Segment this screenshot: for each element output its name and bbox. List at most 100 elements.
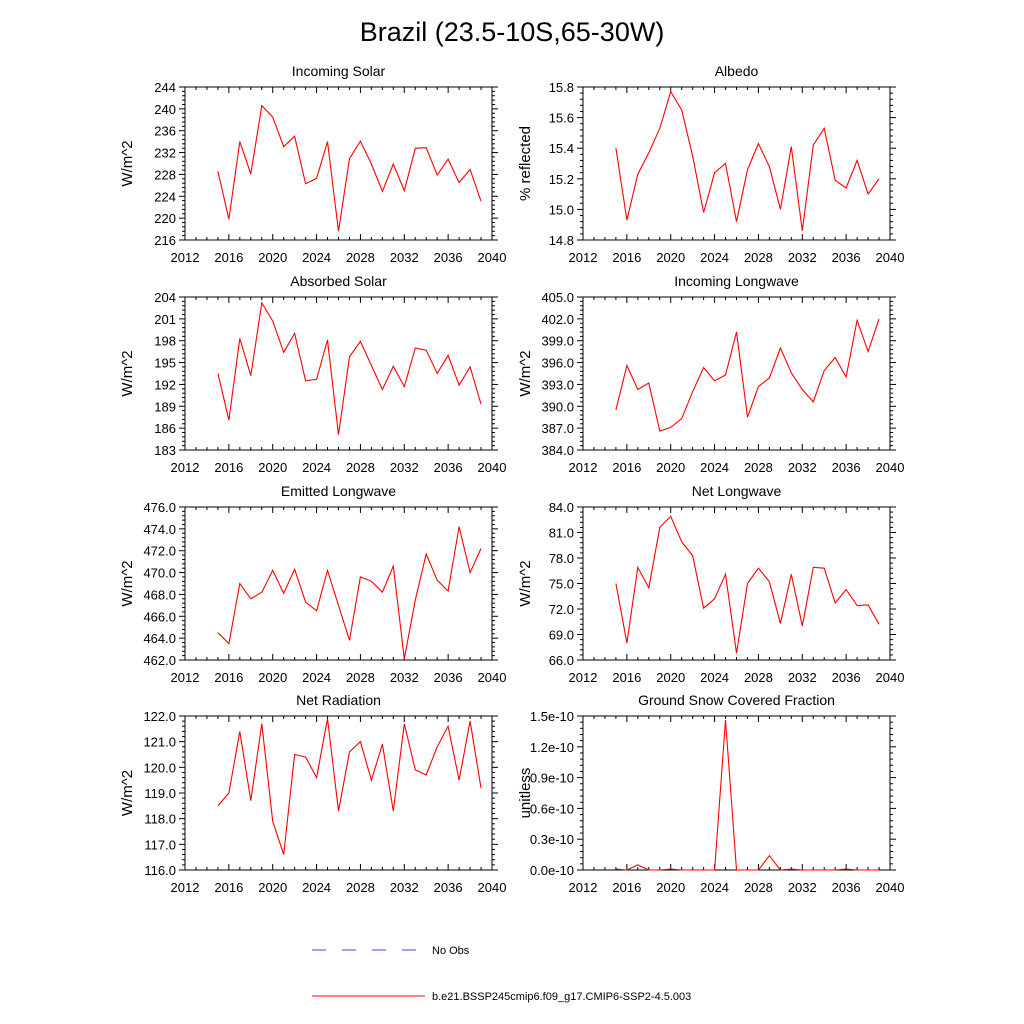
y-tick-label: 15.0	[549, 202, 574, 217]
series-line	[615, 90, 880, 231]
y-tick-label: 116.0	[144, 863, 176, 878]
y-tick-label: 1.2e-10	[530, 740, 574, 755]
y-tick-label: 201	[154, 312, 176, 327]
x-tick-label: 2020	[656, 250, 685, 265]
y-tick-label: 402.0	[541, 312, 574, 327]
x-tick-label: 2032	[390, 880, 419, 895]
y-tick-label: 195	[154, 356, 176, 371]
x-tick-label: 2012	[171, 880, 200, 895]
x-tick-label: 2024	[302, 880, 331, 895]
x-tick-label: 2040	[478, 880, 507, 895]
x-tick-label: 2020	[258, 250, 287, 265]
y-tick-label: 0.3e-10	[530, 832, 574, 847]
x-tick-label: 2016	[214, 670, 243, 685]
y-tick-label: 69.0	[549, 628, 574, 643]
panel-title: Emitted Longwave	[281, 483, 396, 499]
y-axis-label: W/m^2	[119, 350, 136, 396]
y-tick-label: 464.0	[143, 631, 176, 646]
y-tick-label: 468.0	[143, 587, 176, 602]
legend-label-model: b.e21.BSSP245cmip6.f09_g17.CMIP6-SSP2-4.…	[432, 991, 691, 1003]
x-tick-label: 2024	[700, 880, 729, 895]
y-tick-label: 462.0	[143, 653, 176, 668]
y-tick-label: 244	[154, 80, 176, 95]
y-tick-label: 75.0	[549, 577, 574, 592]
y-tick-label: 393.0	[541, 377, 574, 392]
x-tick-label: 2040	[876, 250, 905, 265]
x-tick-label: 2036	[832, 880, 861, 895]
x-tick-label: 2020	[656, 880, 685, 895]
y-tick-label: 232	[154, 146, 176, 161]
y-tick-label: 228	[154, 167, 176, 182]
y-tick-label: 0.9e-10	[530, 771, 574, 786]
y-tick-label: 474.0	[143, 522, 176, 537]
x-tick-label: 2040	[876, 670, 905, 685]
series-line	[615, 318, 880, 432]
y-tick-label: 198	[154, 334, 176, 349]
y-tick-label: 387.0	[541, 421, 574, 436]
panel-title: Incoming Solar	[292, 63, 386, 79]
x-tick-label: 2016	[612, 250, 641, 265]
y-tick-label: 204	[154, 290, 176, 305]
y-tick-label: 405.0	[541, 290, 574, 305]
y-tick-label: 470.0	[143, 566, 176, 581]
y-tick-label: 0.6e-10	[530, 801, 574, 816]
y-tick-label: 119.0	[144, 786, 176, 801]
y-axis-label: W/m^2	[517, 350, 534, 396]
x-tick-label: 2028	[346, 880, 375, 895]
y-tick-label: 121.0	[143, 735, 176, 750]
x-tick-label: 2024	[700, 460, 729, 475]
panel-2: Albedo % reflected 2012 2016 2020 2024 2028 203…	[517, 63, 904, 265]
y-tick-label: 0.0e-10	[530, 863, 574, 878]
x-tick-label: 2020	[258, 880, 287, 895]
series-line	[615, 515, 880, 654]
series-line	[615, 720, 879, 871]
panel-title: Net Longwave	[692, 483, 782, 499]
x-tick-label: 2024	[302, 460, 331, 475]
x-tick-label: 2020	[656, 460, 685, 475]
y-tick-label: 117.0	[144, 837, 176, 852]
x-tick-label: 2028	[346, 670, 375, 685]
x-tick-label: 2016	[214, 460, 243, 475]
x-tick-label: 2032	[788, 250, 817, 265]
series-line	[217, 301, 482, 435]
x-tick-label: 2040	[876, 460, 905, 475]
x-tick-label: 2028	[744, 880, 773, 895]
x-tick-label: 2016	[612, 880, 641, 895]
panel-title: Ground Snow Covered Fraction	[638, 692, 835, 708]
panel-title: Net Radiation	[296, 692, 381, 708]
y-tick-label: 240	[154, 102, 176, 117]
x-tick-label: 2012	[569, 250, 598, 265]
y-tick-label: 189	[154, 399, 176, 414]
legend-label-obs: No Obs	[432, 945, 470, 957]
y-tick-label: 220	[154, 211, 176, 226]
series-line	[217, 526, 482, 660]
panel-8: Ground Snow Covered Fraction unitless 2012…	[517, 692, 904, 895]
x-tick-label: 2036	[832, 670, 861, 685]
x-tick-label: 2040	[478, 460, 507, 475]
x-tick-label: 2024	[302, 670, 331, 685]
x-tick-label: 2012	[171, 250, 200, 265]
y-tick-label: 15.2	[549, 172, 574, 187]
panels-container: Incoming Solar W/m^2 2012 2016 2020 2024 2028 2…	[119, 63, 904, 895]
panel-6: Net Longwave W/m^2 2012 2016 2020 2024 2028 203…	[517, 483, 904, 685]
x-tick-label: 2020	[656, 670, 685, 685]
y-tick-label: 15.8	[549, 80, 574, 95]
x-tick-label: 2020	[258, 460, 287, 475]
series-line	[217, 104, 482, 232]
y-tick-label: 396.0	[541, 356, 574, 371]
y-tick-label: 72.0	[549, 602, 574, 617]
x-tick-label: 2016	[612, 460, 641, 475]
y-axis-label: W/m^2	[119, 140, 136, 186]
panel-7: Net Radiation W/m^2 2012 2016 2020 2024 2028 20…	[119, 692, 506, 895]
x-tick-label: 2024	[302, 250, 331, 265]
y-tick-label: 236	[154, 124, 176, 139]
y-tick-label: 118.0	[144, 812, 176, 827]
x-tick-label: 2028	[744, 250, 773, 265]
y-tick-label: 186	[154, 421, 176, 436]
y-tick-label: 78.0	[549, 551, 574, 566]
x-tick-label: 2036	[434, 250, 463, 265]
y-axis-label: unitless	[517, 768, 534, 819]
y-axis-label: W/m^2	[119, 560, 136, 606]
x-tick-label: 2028	[744, 670, 773, 685]
